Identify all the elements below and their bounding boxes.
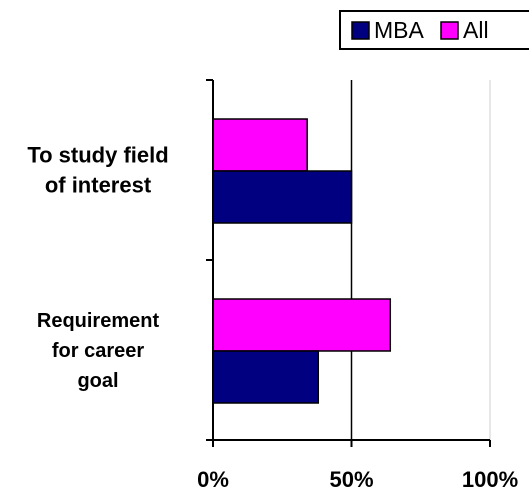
x-tick-label-2: 100%: [462, 467, 518, 492]
grid: [350, 80, 491, 440]
category-label-line: goal: [77, 370, 118, 392]
legend-label-all: All: [463, 17, 489, 43]
legend-swatch-mba: [351, 21, 370, 40]
axes: [206, 79, 491, 447]
bar-all-0: [212, 118, 308, 172]
bar-all-1: [212, 298, 392, 352]
legend-label-mba: MBA: [374, 17, 425, 43]
category-label-line: Requirement: [37, 310, 160, 332]
x-tick-labels: 0% 50% 100%: [197, 467, 518, 492]
x-tick-label-1: 50%: [329, 467, 373, 492]
legend-box: [339, 10, 529, 50]
category-label-line: of interest: [45, 173, 152, 198]
category-label-1: Requirement for career goal: [37, 310, 160, 392]
legend-swatch-all: [440, 21, 459, 40]
x-tick-label-0: 0%: [197, 467, 229, 492]
bar-mba-0: [212, 170, 353, 224]
category-labels: To study field of interest Requirement for …: [27, 143, 168, 392]
bar-mba-1: [212, 350, 320, 404]
bars: [212, 118, 392, 404]
category-label-0: To study field of interest: [27, 143, 168, 198]
legend: MBA All: [339, 10, 529, 50]
category-label-line: for career: [52, 340, 144, 362]
category-label-line: To study field: [27, 143, 168, 168]
